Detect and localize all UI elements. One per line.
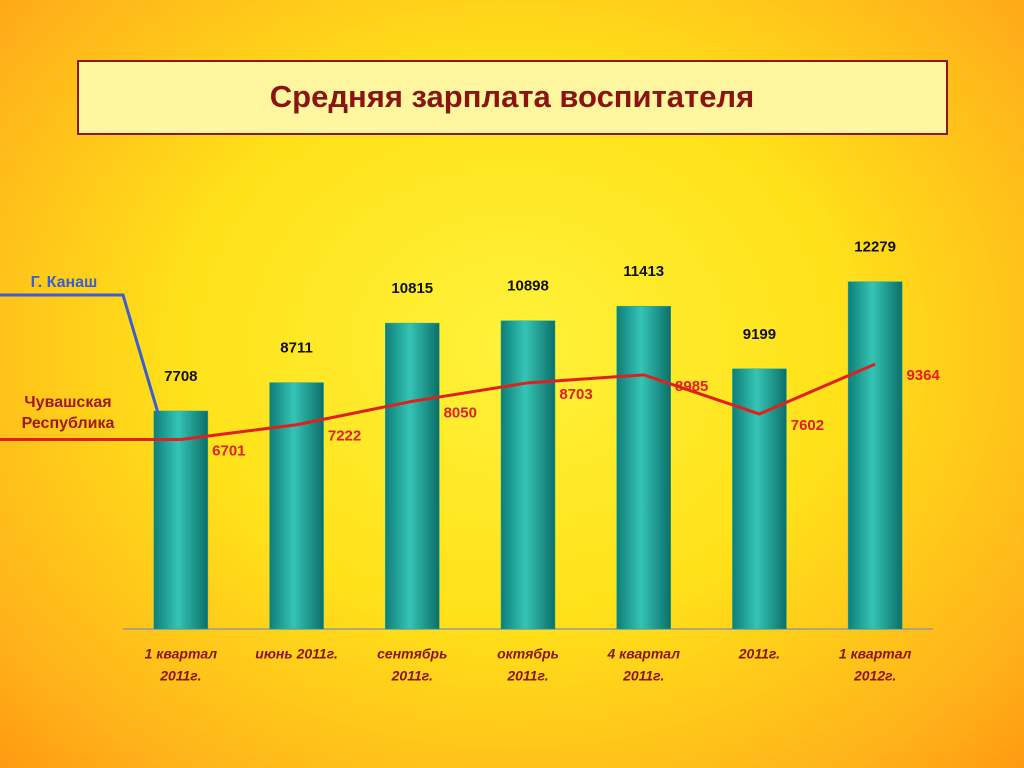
- x-tick-label: 1 квартал: [145, 646, 218, 662]
- x-tick-label: 2011г.: [506, 668, 548, 684]
- line-value-label: 7222: [328, 428, 361, 445]
- line-value-label: 7602: [791, 417, 824, 434]
- x-tick-label: 2011г.: [738, 646, 780, 662]
- x-tick-label: июнь 2011г.: [255, 646, 338, 662]
- legend-label: Г. Канаш: [31, 274, 98, 291]
- x-tick-label: 4 квартал: [606, 646, 680, 662]
- bar-value-label: 11413: [623, 263, 664, 280]
- line-value-label: 6701: [212, 442, 245, 459]
- x-tick-label: 2011г.: [159, 668, 201, 684]
- bar-value-label: 8711: [280, 340, 313, 357]
- x-tick-label: 2012г.: [853, 668, 896, 684]
- bar: [500, 320, 556, 630]
- bar-value-label: 7708: [164, 368, 197, 385]
- bar: [385, 322, 440, 630]
- bar: [153, 410, 209, 630]
- bar: [847, 281, 903, 630]
- bar: [732, 368, 787, 630]
- line-value-label: 9364: [906, 367, 940, 384]
- title-box: [77, 60, 948, 135]
- chart-title: Средняя зарплата воспитателя: [270, 79, 754, 114]
- bar-value-label: 12279: [854, 239, 896, 256]
- line-value-label: 8985: [675, 378, 708, 395]
- x-tick-label: 2011г.: [622, 668, 664, 684]
- x-tick-label: 2011г.: [391, 668, 433, 684]
- x-tick-label: октябрь: [497, 646, 559, 662]
- bar-value-label: 9199: [743, 326, 776, 343]
- x-tick-label: сентябрь: [377, 646, 447, 662]
- line-value-label: 8703: [559, 386, 592, 403]
- legend-leader: [0, 293, 160, 414]
- bar: [616, 305, 671, 630]
- bar-value-label: 10815: [391, 280, 433, 297]
- legend-label: Чувашская Республика: [21, 394, 115, 432]
- x-tick-label: 1 квартал: [839, 646, 912, 662]
- bar-value-label: 10898: [507, 278, 549, 295]
- line-value-label: 8050: [444, 404, 477, 421]
- line-series: [180, 362, 876, 441]
